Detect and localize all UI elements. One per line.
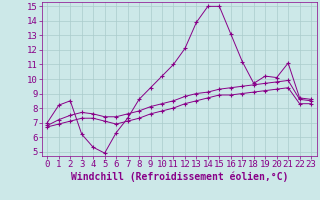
- X-axis label: Windchill (Refroidissement éolien,°C): Windchill (Refroidissement éolien,°C): [70, 172, 288, 182]
